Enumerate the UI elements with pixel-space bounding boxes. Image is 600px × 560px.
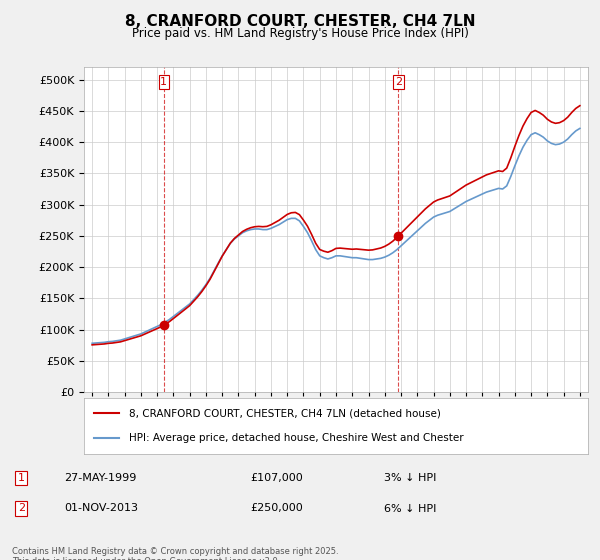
Text: 1: 1 (160, 77, 167, 87)
Text: 2: 2 (395, 77, 402, 87)
Text: 2: 2 (17, 503, 25, 514)
Text: 1: 1 (17, 473, 25, 483)
Text: Contains HM Land Registry data © Crown copyright and database right 2025.
This d: Contains HM Land Registry data © Crown c… (12, 547, 338, 560)
Text: Price paid vs. HM Land Registry's House Price Index (HPI): Price paid vs. HM Land Registry's House … (131, 27, 469, 40)
Text: 3% ↓ HPI: 3% ↓ HPI (385, 473, 437, 483)
Text: 01-NOV-2013: 01-NOV-2013 (64, 503, 138, 514)
Text: 27-MAY-1999: 27-MAY-1999 (64, 473, 137, 483)
Text: £107,000: £107,000 (250, 473, 303, 483)
Text: 8, CRANFORD COURT, CHESTER, CH4 7LN: 8, CRANFORD COURT, CHESTER, CH4 7LN (125, 14, 475, 29)
Text: HPI: Average price, detached house, Cheshire West and Chester: HPI: Average price, detached house, Ches… (130, 433, 464, 443)
Text: 6% ↓ HPI: 6% ↓ HPI (385, 503, 437, 514)
Text: 8, CRANFORD COURT, CHESTER, CH4 7LN (detached house): 8, CRANFORD COURT, CHESTER, CH4 7LN (det… (130, 408, 441, 418)
Text: £250,000: £250,000 (250, 503, 303, 514)
